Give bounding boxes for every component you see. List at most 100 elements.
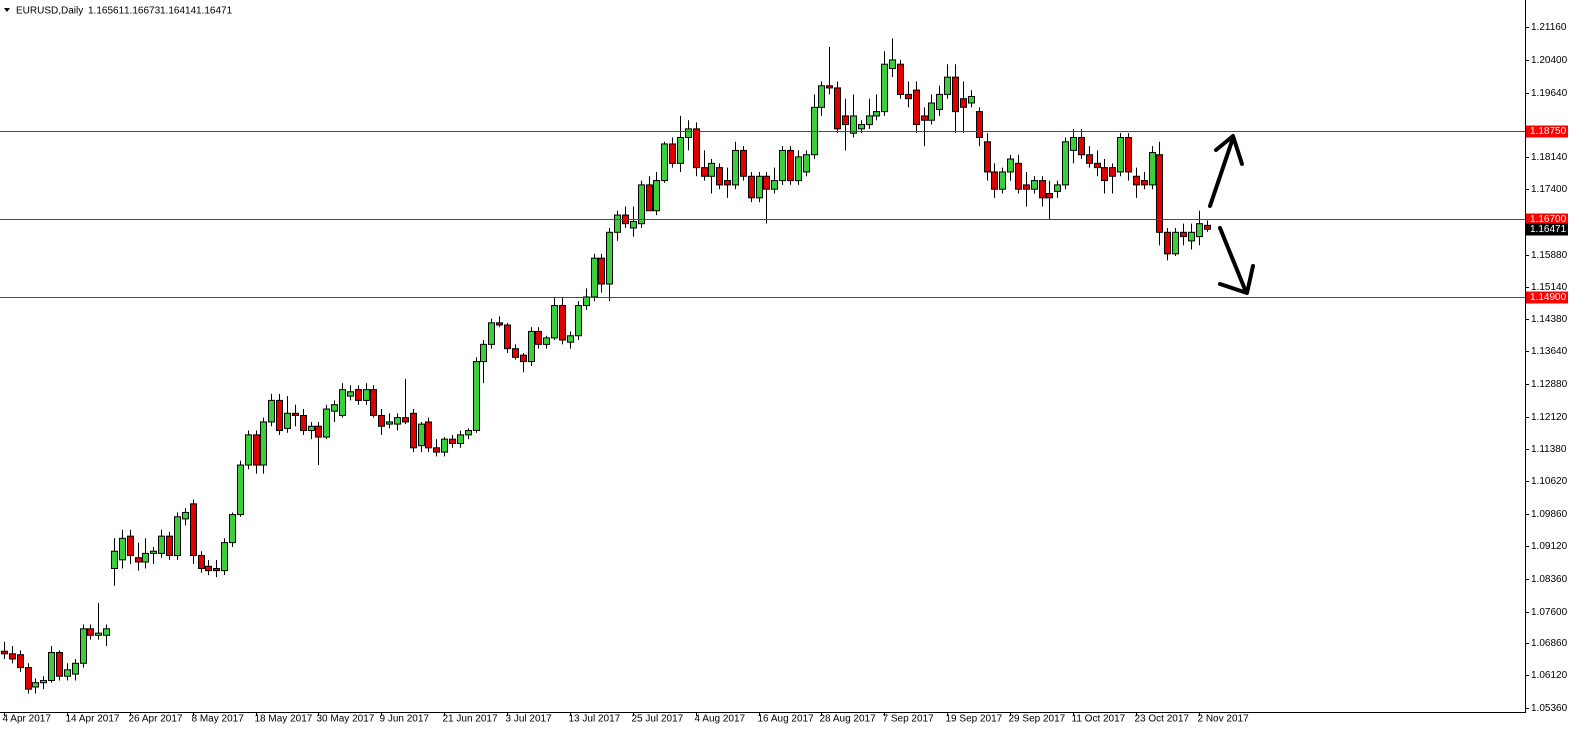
candle-body [685, 128, 692, 138]
candle-body [1101, 167, 1108, 182]
candle-body [991, 171, 998, 190]
candle-body [944, 76, 951, 95]
x-tick-label: 9 Jun 2017 [380, 714, 430, 725]
candle-body [567, 335, 574, 343]
y-tick-label: 1.20400 [1531, 55, 1568, 66]
candle-body [229, 514, 236, 544]
candle-body [292, 412, 299, 416]
y-tick-label: 1.12120 [1531, 412, 1568, 423]
candle-body [842, 115, 849, 126]
y-tick-label: 1.17400 [1531, 184, 1568, 195]
y-tick-label: 1.15880 [1531, 250, 1568, 261]
candle-body [1125, 136, 1132, 173]
candle-body [1015, 162, 1022, 190]
x-tick-label: 19 Sep 2017 [946, 714, 1003, 725]
x-tick-label: 29 Sep 2017 [1009, 714, 1066, 725]
candle-body [1196, 223, 1203, 238]
candle-body [260, 421, 267, 466]
y-tick-label: 1.05360 [1531, 703, 1568, 714]
candle-body [598, 257, 605, 285]
candle-body [520, 354, 527, 363]
candle-body [1054, 184, 1061, 192]
candle-body [984, 141, 991, 173]
candle-body [496, 322, 503, 326]
candle-body [465, 430, 472, 436]
candle-body [1023, 184, 1030, 190]
candle-body [323, 408, 330, 438]
x-tick-label: 18 May 2017 [255, 714, 313, 725]
candle-body [512, 348, 519, 358]
candle-body [1109, 167, 1116, 177]
header-high: 1.16673 [124, 6, 161, 17]
candle-body [858, 124, 865, 130]
candle-body [300, 414, 307, 432]
candle-body [1094, 162, 1101, 169]
candle-body [394, 417, 401, 425]
x-tick-label: 25 Jul 2017 [632, 714, 684, 725]
candle-body [182, 511, 189, 520]
candle-body [449, 438, 456, 444]
candle-body [425, 421, 432, 449]
x-tick-label: 4 Apr 2017 [3, 714, 52, 725]
x-tick-label: 21 Jun 2017 [443, 714, 498, 725]
candle-body [756, 175, 763, 199]
candle-body [881, 63, 888, 113]
candle-body [457, 434, 464, 444]
arrow-down-head [1218, 264, 1255, 295]
candle-body [64, 669, 71, 677]
candle-body [355, 389, 362, 401]
y-tick-label: 1.06860 [1531, 638, 1568, 649]
candle-body [80, 628, 87, 664]
candle-body [1117, 136, 1124, 173]
candle-body [1156, 154, 1163, 233]
y-tick-label: 1.15140 [1531, 282, 1568, 293]
candle-body [528, 330, 535, 363]
level-price-label: 1.14900 [1530, 292, 1567, 303]
candle-body [142, 552, 149, 563]
candle-body [410, 412, 417, 449]
x-tick-label: 30 May 2017 [317, 714, 375, 725]
level-price-label: 1.18750 [1530, 126, 1567, 137]
x-tick-label: 26 Apr 2017 [129, 714, 183, 725]
candle-body [928, 102, 935, 121]
candle-body [591, 257, 598, 298]
candle-body [551, 305, 558, 339]
candle-body [669, 143, 676, 164]
candle-body [386, 421, 393, 425]
candle-body [897, 63, 904, 95]
candle-body [952, 76, 959, 113]
candle-body [653, 180, 660, 212]
candle-body [1046, 193, 1053, 199]
candle-body [1141, 180, 1148, 186]
header-close: 1.16471 [196, 6, 233, 17]
candle-body [253, 434, 260, 466]
x-tick-label: 23 Oct 2017 [1135, 714, 1190, 725]
candle-body [583, 296, 590, 307]
candle-body [473, 361, 480, 432]
candle-body [960, 98, 967, 108]
candle-body [614, 214, 621, 233]
x-tick-label: 4 Aug 2017 [695, 714, 746, 725]
candle-body [127, 535, 134, 557]
symbol-label: EURUSD,Daily [16, 6, 83, 17]
header-low: 1.16414 [160, 6, 197, 17]
candle-body [504, 324, 511, 350]
candle-body [95, 632, 102, 636]
candle-body [535, 330, 542, 345]
candle-body [630, 221, 637, 229]
candle-body [716, 167, 723, 186]
candle-body [850, 115, 857, 134]
x-tick-label: 8 May 2017 [192, 714, 245, 725]
candle-body [370, 389, 377, 416]
candle-body [9, 653, 16, 660]
y-tick-label: 1.08360 [1531, 574, 1568, 585]
candle-body [1062, 141, 1069, 186]
menu-triangle[interactable] [4, 8, 10, 12]
candle-body [748, 175, 755, 199]
candle-body [1188, 231, 1195, 242]
candle-body [740, 149, 747, 177]
x-tick-label: 2 Nov 2017 [1198, 714, 1250, 725]
candle-body [889, 59, 896, 70]
y-tick-label: 1.06120 [1531, 670, 1568, 681]
